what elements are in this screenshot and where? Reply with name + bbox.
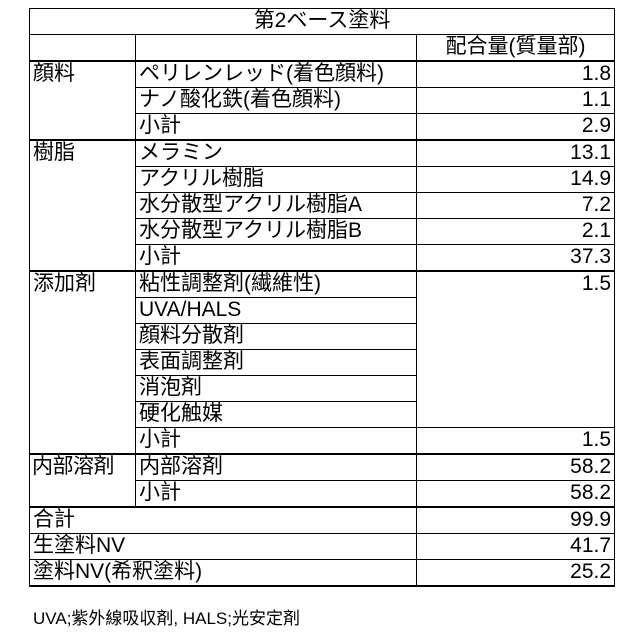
item-label: 内部溶剤 bbox=[136, 454, 417, 481]
item-value: 58.2 bbox=[417, 454, 615, 481]
item-label: ナノ酸化鉄(着色顔料) bbox=[136, 88, 417, 114]
header-value-label: 配合量(質量部) bbox=[417, 35, 615, 62]
item-value: 1.1 bbox=[417, 88, 615, 114]
category-label-internal-solvent: 内部溶剤 bbox=[30, 454, 136, 507]
header-category-blank bbox=[30, 35, 136, 62]
item-label: メラミン bbox=[136, 140, 417, 167]
table-page: 第2ベース塗料 配合量(質量部) 顔料 ペリレンレッド(着色顔料) 1.8 ナノ… bbox=[0, 0, 640, 640]
summary-label-diluted-nv: 塗料NV(希釈塗料) bbox=[30, 560, 417, 587]
table-row: 塗料NV(希釈塗料) 25.2 bbox=[30, 560, 615, 587]
header-item-blank bbox=[136, 35, 417, 62]
item-label: 水分散型アクリル樹脂A bbox=[136, 193, 417, 219]
summary-value-diluted-nv: 25.2 bbox=[417, 560, 615, 587]
table-row: 合計 99.9 bbox=[30, 507, 615, 534]
category-label-pigment: 顔料 bbox=[30, 61, 136, 140]
table-row: 添加剤 粘性調整剤(繊維性) 1.5 bbox=[30, 271, 615, 298]
item-label: 水分散型アクリル樹脂B bbox=[136, 219, 417, 245]
category-label-additive: 添加剤 bbox=[30, 271, 136, 454]
summary-value-total: 99.9 bbox=[417, 507, 615, 534]
item-label: ペリレンレッド(着色顔料) bbox=[136, 61, 417, 88]
item-value: 1.8 bbox=[417, 61, 615, 88]
item-value: 14.9 bbox=[417, 167, 615, 193]
summary-label-total: 合計 bbox=[30, 507, 417, 534]
item-label: 表面調整剤 bbox=[136, 350, 417, 376]
subtotal-value: 2.9 bbox=[417, 114, 615, 141]
item-label: 粘性調整剤(繊維性) bbox=[136, 271, 417, 298]
summary-label-raw-nv: 生塗料NV bbox=[30, 534, 417, 560]
page-title: 第2ベース塗料 bbox=[30, 9, 615, 35]
item-label: 顔料分散剤 bbox=[136, 324, 417, 350]
item-value: 2.1 bbox=[417, 219, 615, 245]
subtotal-label: 小計 bbox=[136, 428, 417, 455]
item-label: 硬化触媒 bbox=[136, 402, 417, 428]
table-row: 顔料 ペリレンレッド(着色顔料) 1.8 bbox=[30, 61, 615, 88]
table-row: 内部溶剤 内部溶剤 58.2 bbox=[30, 454, 615, 481]
category-label-resin: 樹脂 bbox=[30, 140, 136, 271]
subtotal-value: 37.3 bbox=[417, 245, 615, 272]
item-label: UVA/HALS bbox=[136, 298, 417, 324]
table-row: 生塗料NV 41.7 bbox=[30, 534, 615, 560]
item-value: 13.1 bbox=[417, 140, 615, 167]
table-row: 樹脂 メラミン 13.1 bbox=[30, 140, 615, 167]
footnote: UVA;紫外線吸収剤, HALS;光安定剤 bbox=[33, 604, 300, 629]
subtotal-value: 1.5 bbox=[417, 428, 615, 455]
group-merged-value: 1.5 bbox=[417, 271, 615, 428]
item-label: アクリル樹脂 bbox=[136, 167, 417, 193]
summary-value-raw-nv: 41.7 bbox=[417, 534, 615, 560]
table-title-row: 第2ベース塗料 bbox=[30, 9, 615, 35]
table-header-row: 配合量(質量部) bbox=[30, 35, 615, 62]
subtotal-label: 小計 bbox=[136, 114, 417, 141]
subtotal-label: 小計 bbox=[136, 245, 417, 272]
subtotal-label: 小計 bbox=[136, 481, 417, 508]
paint-formulation-table: 第2ベース塗料 配合量(質量部) 顔料 ペリレンレッド(着色顔料) 1.8 ナノ… bbox=[29, 8, 615, 587]
subtotal-value: 58.2 bbox=[417, 481, 615, 508]
item-label: 消泡剤 bbox=[136, 376, 417, 402]
item-value: 7.2 bbox=[417, 193, 615, 219]
